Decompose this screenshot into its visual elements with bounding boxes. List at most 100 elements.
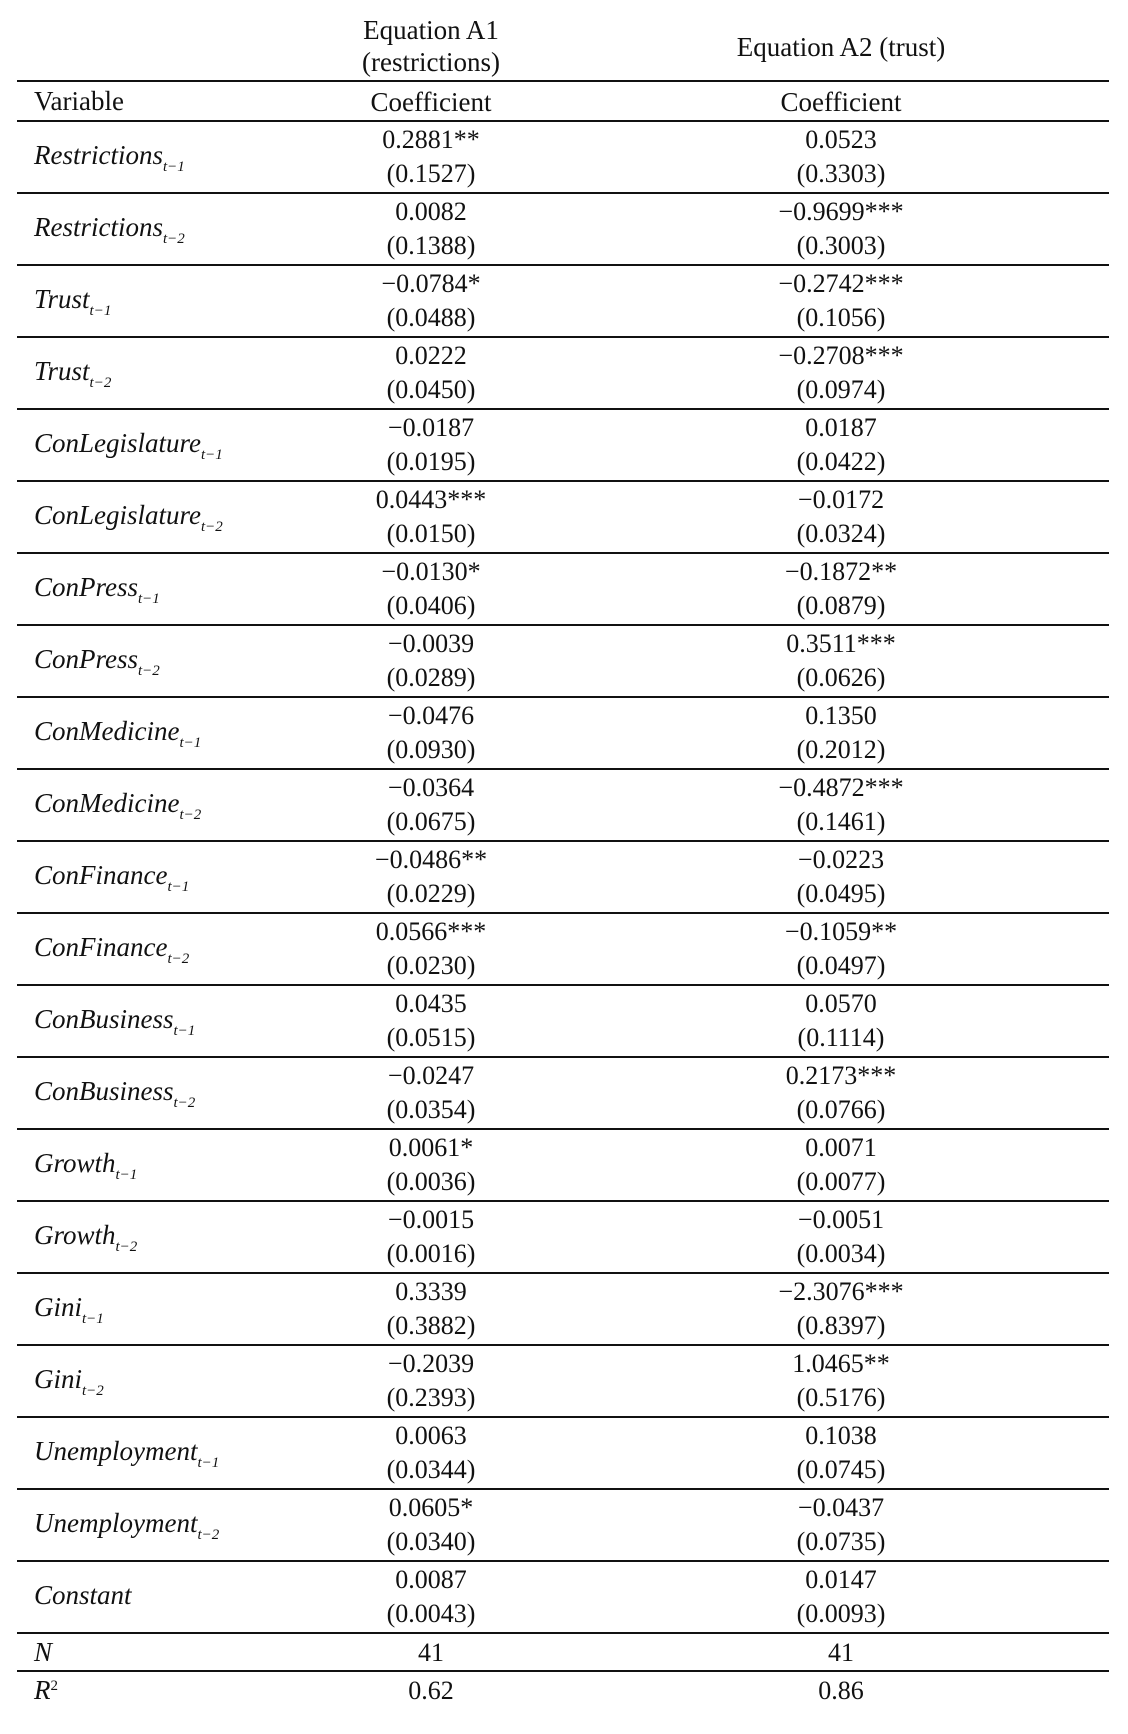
- variable-name: ConBusinesst−1: [34, 1004, 195, 1040]
- table-header-columns: Variable Coefficient Coefficient: [17, 82, 1109, 122]
- a1-std-error: (0.1527): [386, 159, 476, 188]
- a1-cell: −0.0130* (0.0406): [281, 555, 581, 623]
- variable-base: Growth: [34, 1220, 116, 1250]
- a1-cell: 0.2881** (0.1527): [281, 123, 581, 191]
- a2-std-error: (0.1461): [796, 807, 886, 836]
- a2-coefficient: 0.0071: [805, 1133, 877, 1162]
- col1-coefficient-header: Coefficient: [370, 87, 492, 117]
- a1-coefficient: −0.0130*: [381, 557, 481, 586]
- a2-std-error: (0.3303): [796, 159, 886, 188]
- table-row: Growtht−1 0.0061* (0.0036) 0.0071 (0.0077): [17, 1130, 1109, 1202]
- table-row: Restrictionst−1 0.2881** (0.1527) 0.0523 (0.…: [17, 122, 1109, 194]
- a1-std-error: (0.0675): [386, 807, 476, 836]
- a1-cell: 0.0063 (0.0344): [281, 1419, 581, 1487]
- a2-cell: −0.0223 (0.0495): [691, 843, 991, 911]
- table-body: Restrictionst−1 0.2881** (0.1527) 0.0523 (0.…: [17, 122, 1109, 1634]
- stat-base: R: [34, 1675, 51, 1705]
- variable-base: ConFinance: [34, 932, 168, 962]
- a1-coefficient: 0.3339: [395, 1277, 467, 1306]
- variable-base: ConLegislature: [34, 428, 202, 458]
- a2-std-error: (0.0879): [796, 591, 886, 620]
- variable-base: ConPress: [34, 572, 139, 602]
- a2-stat: 0.86: [818, 1676, 864, 1705]
- a2-cell: 0.3511*** (0.0626): [691, 627, 991, 695]
- variable-lag: t−1: [163, 159, 185, 175]
- a1-cell: −0.0039 (0.0289): [281, 627, 581, 695]
- a1-cell: −0.0486** (0.0229): [281, 843, 581, 911]
- table-row: ConLegislaturet−2 0.0443*** (0.0150) −0.017…: [17, 482, 1109, 554]
- a1-coefficient: 0.0605*: [388, 1493, 474, 1522]
- a1-coefficient: 0.0222: [395, 341, 467, 370]
- table-row: ConFinancet−2 0.0566*** (0.0230) −0.1059** (…: [17, 914, 1109, 986]
- variable-lag: t−1: [115, 1167, 138, 1183]
- a1-coefficient: −0.0015: [387, 1205, 475, 1234]
- variable-lag: t−1: [167, 879, 190, 895]
- table-row: Ginit−1 0.3339 (0.3882) −2.3076*** (0.8397): [17, 1274, 1109, 1346]
- a2-cell: 0.2173*** (0.0766): [691, 1059, 991, 1127]
- a1-cell: 0.0566*** (0.0230): [281, 915, 581, 983]
- a1-cell: 0.0443*** (0.0150): [281, 483, 581, 551]
- a2-std-error: (0.2012): [796, 735, 886, 764]
- a2-cell: −0.4872*** (0.1461): [691, 771, 991, 839]
- a2-cell: 0.0071 (0.0077): [691, 1131, 991, 1199]
- a1-std-error: (0.0344): [386, 1455, 476, 1484]
- variable-lag: t−1: [173, 1023, 196, 1039]
- a2-std-error: (0.0497): [796, 951, 886, 980]
- a1-coefficient: 0.0061*: [388, 1133, 474, 1162]
- a1-cell: −0.0187 (0.0195): [281, 411, 581, 479]
- stat-superscript: 2: [50, 1678, 59, 1694]
- variable-lag: t−2: [89, 375, 112, 391]
- a2-std-error: (0.0626): [796, 663, 886, 692]
- variable-lag: t−1: [201, 447, 223, 463]
- variable-header: Variable: [34, 86, 124, 116]
- a2-coefficient: 0.0187: [805, 413, 877, 442]
- a2-cell: −0.0437 (0.0735): [691, 1491, 991, 1559]
- a1-coefficient: 0.0566***: [375, 917, 487, 946]
- a2-std-error: (0.8397): [796, 1311, 886, 1340]
- a2-coefficient: −0.2742***: [778, 269, 904, 298]
- a1-cell: 0.3339 (0.3882): [281, 1275, 581, 1343]
- variable-name: Trustt−1: [34, 284, 111, 320]
- table-row: Ginit−2 −0.2039 (0.2393) 1.0465** (0.5176): [17, 1346, 1109, 1418]
- a1-cell: −0.0784* (0.0488): [281, 267, 581, 335]
- a1-std-error: (0.0036): [386, 1167, 476, 1196]
- variable-name: ConBusinesst−2: [34, 1076, 195, 1112]
- a2-cell: −0.1059** (0.0497): [691, 915, 991, 983]
- variable-lag: t−1: [82, 1311, 104, 1327]
- a2-std-error: (0.5176): [796, 1383, 886, 1412]
- a1-std-error: (0.1388): [386, 231, 476, 260]
- variable-base: Gini: [34, 1292, 83, 1322]
- variable-name: ConLegislaturet−2: [34, 500, 223, 536]
- variable-name: Unemploymentt−2: [34, 1508, 219, 1544]
- a1-cell: 0.0087 (0.0043): [281, 1563, 581, 1631]
- variable-lag: t−2: [201, 519, 223, 535]
- col1-title: Equation A1 (restrictions): [362, 15, 500, 77]
- a2-std-error: (0.0735): [796, 1527, 886, 1556]
- a1-cell: −0.0364 (0.0675): [281, 771, 581, 839]
- a2-cell: 0.0147 (0.0093): [691, 1563, 991, 1631]
- stat-name: R2: [34, 1675, 58, 1706]
- a2-cell: −0.9699*** (0.3003): [691, 195, 991, 263]
- table-row: ConPresst−1 −0.0130* (0.0406) −0.1872** (0.0…: [17, 554, 1109, 626]
- a2-std-error: (0.3003): [796, 231, 886, 260]
- a1-cell: −0.0247 (0.0354): [281, 1059, 581, 1127]
- a1-stat: 41: [418, 1638, 444, 1667]
- a1-stat: 0.62: [408, 1676, 454, 1705]
- a1-std-error: (0.0150): [386, 519, 476, 548]
- a1-coefficient: −0.2039: [387, 1349, 475, 1378]
- a2-coefficient: −0.2708***: [778, 341, 904, 370]
- table-row: Trustt−1 −0.0784* (0.0488) −0.2742*** (0.105…: [17, 266, 1109, 338]
- a2-std-error: (0.0766): [796, 1095, 886, 1124]
- variable-base: Gini: [34, 1364, 83, 1394]
- a2-cell: −0.0172 (0.0324): [691, 483, 991, 551]
- a1-std-error: (0.0043): [386, 1599, 476, 1628]
- a1-coefficient: −0.0486**: [374, 845, 488, 874]
- variable-name: ConMedicinet−2: [34, 788, 201, 824]
- a2-coefficient: 1.0465**: [792, 1349, 890, 1378]
- variable-name: Restrictionst−2: [34, 212, 185, 248]
- a1-std-error: (0.0354): [386, 1095, 476, 1124]
- variable-lag: t−2: [163, 231, 185, 247]
- a2-std-error: (0.0034): [796, 1239, 886, 1268]
- a2-coefficient: −0.0437: [797, 1493, 885, 1522]
- a2-cell: −0.1872** (0.0879): [691, 555, 991, 623]
